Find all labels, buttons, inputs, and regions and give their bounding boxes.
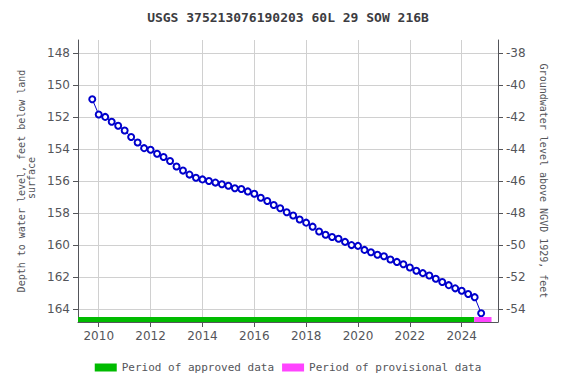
svg-text:USGS 375213076190203 60L 29 SO: USGS 375213076190203 60L 29 SOW 216B [147, 10, 429, 25]
svg-text:-48: -48 [506, 206, 526, 220]
svg-text:162: 162 [47, 270, 70, 284]
svg-text:2014: 2014 [187, 329, 218, 343]
svg-text:-50: -50 [506, 238, 526, 252]
svg-text:2010: 2010 [83, 329, 114, 343]
svg-text:2016: 2016 [239, 329, 270, 343]
svg-text:2020: 2020 [343, 329, 374, 343]
svg-text:160: 160 [47, 238, 70, 252]
svg-text:-54: -54 [506, 302, 526, 316]
svg-text:158: 158 [47, 206, 70, 220]
svg-text:2012: 2012 [135, 329, 166, 343]
svg-text:152: 152 [47, 110, 70, 124]
svg-text:-42: -42 [506, 110, 526, 124]
svg-text:156: 156 [47, 174, 70, 188]
svg-text:2024: 2024 [446, 329, 477, 343]
svg-text:-38: -38 [506, 46, 526, 60]
svg-text:-40: -40 [506, 78, 526, 92]
svg-text:-44: -44 [506, 142, 526, 156]
svg-text:2022: 2022 [395, 329, 426, 343]
svg-text:Period of provisional data: Period of provisional data [309, 361, 481, 374]
svg-text:150: 150 [47, 78, 70, 92]
svg-text:148: 148 [47, 46, 70, 60]
svg-text:154: 154 [47, 142, 70, 156]
svg-text:2018: 2018 [291, 329, 322, 343]
svg-text:surface: surface [26, 157, 37, 205]
svg-text:Groundwater level above NGVD 1: Groundwater level above NGVD 1929, feet [538, 64, 549, 299]
svg-text:Depth to water level, feet bel: Depth to water level, feet below land [15, 69, 27, 293]
svg-text:Period of approved data: Period of approved data [122, 361, 274, 374]
svg-text:-46: -46 [506, 174, 526, 188]
svg-text:164: 164 [47, 302, 70, 316]
svg-text:-52: -52 [506, 270, 526, 284]
